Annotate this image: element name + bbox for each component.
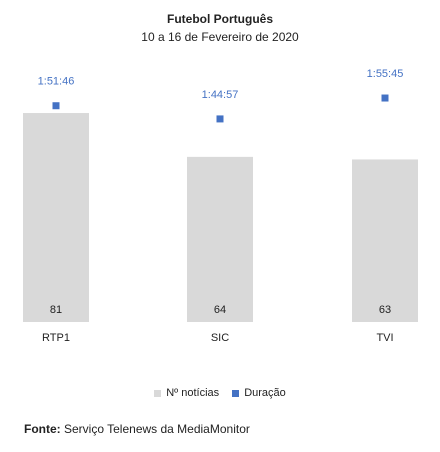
legend-label-duration: Duração: [244, 387, 286, 399]
legend-item-count: Nº notícias: [154, 387, 219, 399]
legend-item-duration: Duração: [232, 387, 286, 399]
legend-swatch-duration: [232, 389, 240, 397]
bar-tvi: [352, 159, 418, 322]
chart-subtitle: 10 a 16 de Fevereiro de 2020: [141, 30, 299, 44]
x-tick-label: SIC: [211, 332, 229, 344]
chart-plot: 81 RTP1 1:51:46 64 SIC 1:44:57 63 TVI 1:55:45: [23, 68, 418, 344]
duration-label: 1:55:45: [367, 68, 404, 80]
bar-rtp1: [23, 113, 89, 323]
duration-label: 1:51:46: [38, 76, 75, 88]
duration-marker: [216, 115, 224, 123]
chart-title: Futebol Português: [167, 12, 273, 26]
duration-marker: [52, 102, 60, 110]
bar-sic: [187, 156, 253, 322]
x-tick-label: TVI: [376, 332, 393, 344]
legend-swatch-count: [154, 389, 162, 397]
source-note: Fonte: Serviço Telenews da MediaMonitor: [24, 422, 250, 436]
x-tick-label: RTP1: [42, 332, 70, 344]
source-label: Fonte:: [24, 422, 61, 436]
duration-marker: [381, 94, 389, 102]
chart-legend: Nº notícias Duração: [0, 387, 440, 400]
bar-value-label: 81: [50, 304, 62, 316]
legend-label-count: Nº notícias: [166, 387, 220, 399]
bar-value-label: 64: [214, 304, 226, 316]
source-text: Serviço Telenews da MediaMonitor: [64, 422, 250, 436]
bar-value-label: 63: [379, 304, 391, 316]
duration-label: 1:44:57: [202, 89, 239, 101]
